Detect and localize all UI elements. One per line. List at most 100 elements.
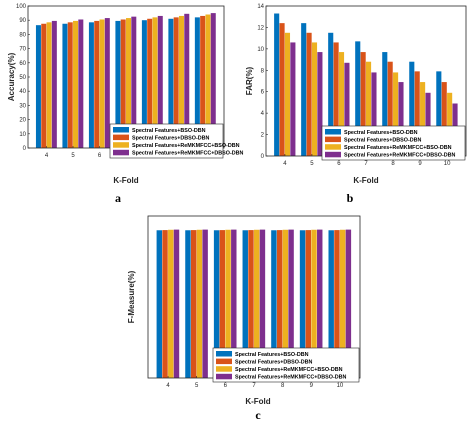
accuracy-y-axis-label: Accuracy(%) — [7, 52, 16, 101]
far-bar-remkmfcc-bso-dbn-4 — [284, 32, 291, 156]
accuracy-y-tick-label: 30 — [19, 103, 26, 109]
far-x-tick-label: 9 — [418, 161, 422, 167]
accuracy-bar-dbso-dbn-6 — [94, 20, 100, 148]
f-measure-legend-swatch-dbso-dbn — [216, 358, 232, 365]
accuracy-bar-remkmfcc-bso-dbn-8 — [152, 17, 158, 148]
far-bar-dbso-dbn-6 — [333, 42, 339, 156]
accuracy-x-tick-label: 6 — [98, 153, 102, 159]
f-measure-x-tick-label: 7 — [252, 383, 256, 389]
accuracy-legend-label-remkmfcc-dbso-dbn: Spectral Features+ReMKMFCC+DBSO-DBN — [132, 151, 244, 157]
f-measure-bar-bso-dbn-10 — [328, 230, 334, 378]
accuracy-bar-bso-dbn-4 — [35, 25, 41, 149]
accuracy-bar-remkmfcc-bso-dbn-4 — [46, 22, 52, 148]
accuracy-bar-dbso-dbn-7 — [120, 19, 126, 148]
far-x-tick-label: 4 — [283, 161, 287, 167]
f-measure-bar-dbso-dbn-10 — [334, 230, 340, 378]
f-measure-legend-label-remkmfcc-bso-dbn: Spectral Features+ReMKMFCC+BSO-DBN — [235, 367, 343, 373]
far-bar-bso-dbn-6 — [328, 32, 334, 156]
far-legend-label-dbso-dbn: Spectral Features+DBSO-DBN — [344, 137, 422, 143]
far-y-tick-label: 2 — [261, 133, 265, 139]
accuracy-y-tick-label: 50 — [19, 75, 26, 81]
far-y-ticks: 0 2 4 6 8 10 12 14 — [257, 4, 268, 160]
accuracy-bar-bso-dbn-5 — [62, 23, 68, 148]
accuracy-y-tick-label: 100 — [16, 4, 27, 10]
far-x-tick-label: 8 — [391, 161, 395, 167]
far-bar-bso-dbn-4 — [274, 13, 280, 156]
accuracy-y-tick-label: 10 — [19, 132, 26, 138]
far-legend-label-remkmfcc-bso-dbn: Spectral Features+ReMKMFCC+BSO-DBN — [344, 145, 452, 151]
accuracy-bar-remkmfcc-dbso-dbn-8 — [157, 15, 163, 148]
f-measure-legend-label-dbso-dbn: Spectral Features+DBSO-DBN — [235, 359, 313, 365]
f-measure-bar-remkmfcc-dbso-dbn-9 — [317, 229, 323, 378]
accuracy-bar-bso-dbn-7 — [115, 20, 121, 148]
far-chart: 0 2 4 6 8 10 12 14 4 5 6 7 8 9 10 FAR(%) K-Fold Spect… — [245, 4, 467, 205]
accuracy-y-tick-label: 70 — [19, 47, 26, 53]
far-y-tick-label: 0 — [261, 154, 265, 160]
far-bar-remkmfcc-dbso-dbn-4 — [290, 42, 296, 156]
f-measure-bar-dbso-dbn-5 — [190, 230, 197, 378]
far-bar-bso-dbn-7 — [355, 41, 361, 156]
f-measure-bar-remkmfcc-bso-dbn-10 — [339, 229, 346, 378]
far-bar-dbso-dbn-9 — [414, 71, 420, 156]
far-bar-remkmfcc-bso-dbn-5 — [311, 42, 318, 156]
accuracy-bar-remkmfcc-dbso-dbn-10 — [210, 13, 216, 148]
f-measure-bar-remkmfcc-bso-dbn-4 — [168, 229, 174, 378]
accuracy-bar-bso-dbn-10 — [194, 17, 200, 148]
f-measure-panel-letter: c — [255, 408, 261, 421]
far-legend-swatch-dbso-dbn — [325, 136, 341, 143]
accuracy-panel-letter: a — [115, 191, 121, 205]
accuracy-y-tick-label: 90 — [19, 18, 26, 24]
far-legend-swatch-remkmfcc-dbso-dbn — [325, 151, 341, 158]
far-bar-remkmfcc-dbso-dbn-8 — [398, 82, 404, 156]
accuracy-bars — [35, 13, 216, 149]
far-bar-remkmfcc-dbso-dbn-5 — [317, 52, 323, 156]
f-measure-x-tick-label: 10 — [337, 383, 344, 389]
f-measure-x-tick-label: 8 — [281, 383, 285, 389]
f-measure-bar-remkmfcc-dbso-dbn-7 — [259, 229, 266, 378]
f-measure-bar-dbso-dbn-9 — [305, 230, 311, 378]
f-measure-bar-bso-dbn-6 — [213, 230, 220, 378]
far-bar-remkmfcc-dbso-dbn-7 — [371, 72, 377, 156]
f-measure-bar-dbso-dbn-6 — [219, 230, 226, 378]
f-measure-x-axis-label: K-Fold — [245, 397, 270, 406]
accuracy-bar-remkmfcc-bso-dbn-5 — [73, 20, 79, 148]
f-measure-x-tick-label: 5 — [195, 383, 199, 389]
far-bar-dbso-dbn-10 — [441, 82, 447, 156]
accuracy-bar-dbso-dbn-8 — [147, 18, 153, 149]
far-bar-remkmfcc-dbso-dbn-6 — [344, 62, 350, 156]
f-measure-bar-bso-dbn-9 — [299, 230, 306, 378]
f-measure-y-axis-label: F-Measure(%) — [127, 270, 136, 323]
accuracy-x-tick-label: 4 — [45, 153, 49, 159]
far-legend-label-bso-dbn: Spectral Features+BSO-DBN — [344, 130, 418, 136]
accuracy-legend-swatch-remkmfcc-dbso-dbn — [113, 149, 129, 156]
accuracy-bar-remkmfcc-dbso-dbn-5 — [78, 19, 84, 148]
accuracy-bar-remkmfcc-dbso-dbn-9 — [184, 13, 190, 149]
far-bar-remkmfcc-dbso-dbn-9 — [425, 92, 431, 156]
f-measure-legend-swatch-bso-dbn — [216, 351, 232, 357]
f-measure-x-tick-label: 9 — [310, 383, 314, 389]
accuracy-legend-swatch-dbso-dbn — [113, 134, 129, 141]
f-measure-bar-bso-dbn-4 — [156, 230, 163, 378]
f-measure-bar-remkmfcc-dbso-dbn-10 — [345, 229, 352, 378]
f-measure-bar-bso-dbn-5 — [185, 230, 191, 378]
accuracy-legend-swatch-bso-dbn — [113, 127, 129, 133]
f-measure-legend-box — [212, 347, 360, 383]
far-legend-label-remkmfcc-dbso-dbn: Spectral Features+ReMKMFCC+DBSO-DBN — [344, 153, 456, 159]
far-bar-remkmfcc-bso-dbn-9 — [420, 82, 426, 156]
f-measure-bar-remkmfcc-bso-dbn-5 — [196, 229, 203, 378]
far-bar-remkmfcc-bso-dbn-10 — [447, 92, 453, 156]
far-y-tick-label: 14 — [257, 4, 264, 10]
far-bar-dbso-dbn-7 — [360, 52, 366, 156]
accuracy-y-tick-label: 60 — [19, 61, 26, 67]
f-measure-legend-label-bso-dbn: Spectral Features+BSO-DBN — [235, 352, 309, 358]
accuracy-x-axis-label: K-Fold — [113, 176, 138, 185]
far-bar-dbso-dbn-5 — [306, 32, 312, 156]
f-measure-bar-dbso-dbn-4 — [162, 230, 168, 378]
far-x-tick-label: 5 — [310, 161, 314, 167]
far-x-tick-label: 7 — [364, 161, 368, 167]
f-measure-chart: 4 5 6 7 8 9 10 F-Measure(%) K-Fold Spectral Fe… — [127, 215, 361, 422]
far-panel-letter: b — [347, 191, 354, 205]
far-x-tick-label: 6 — [337, 161, 341, 167]
